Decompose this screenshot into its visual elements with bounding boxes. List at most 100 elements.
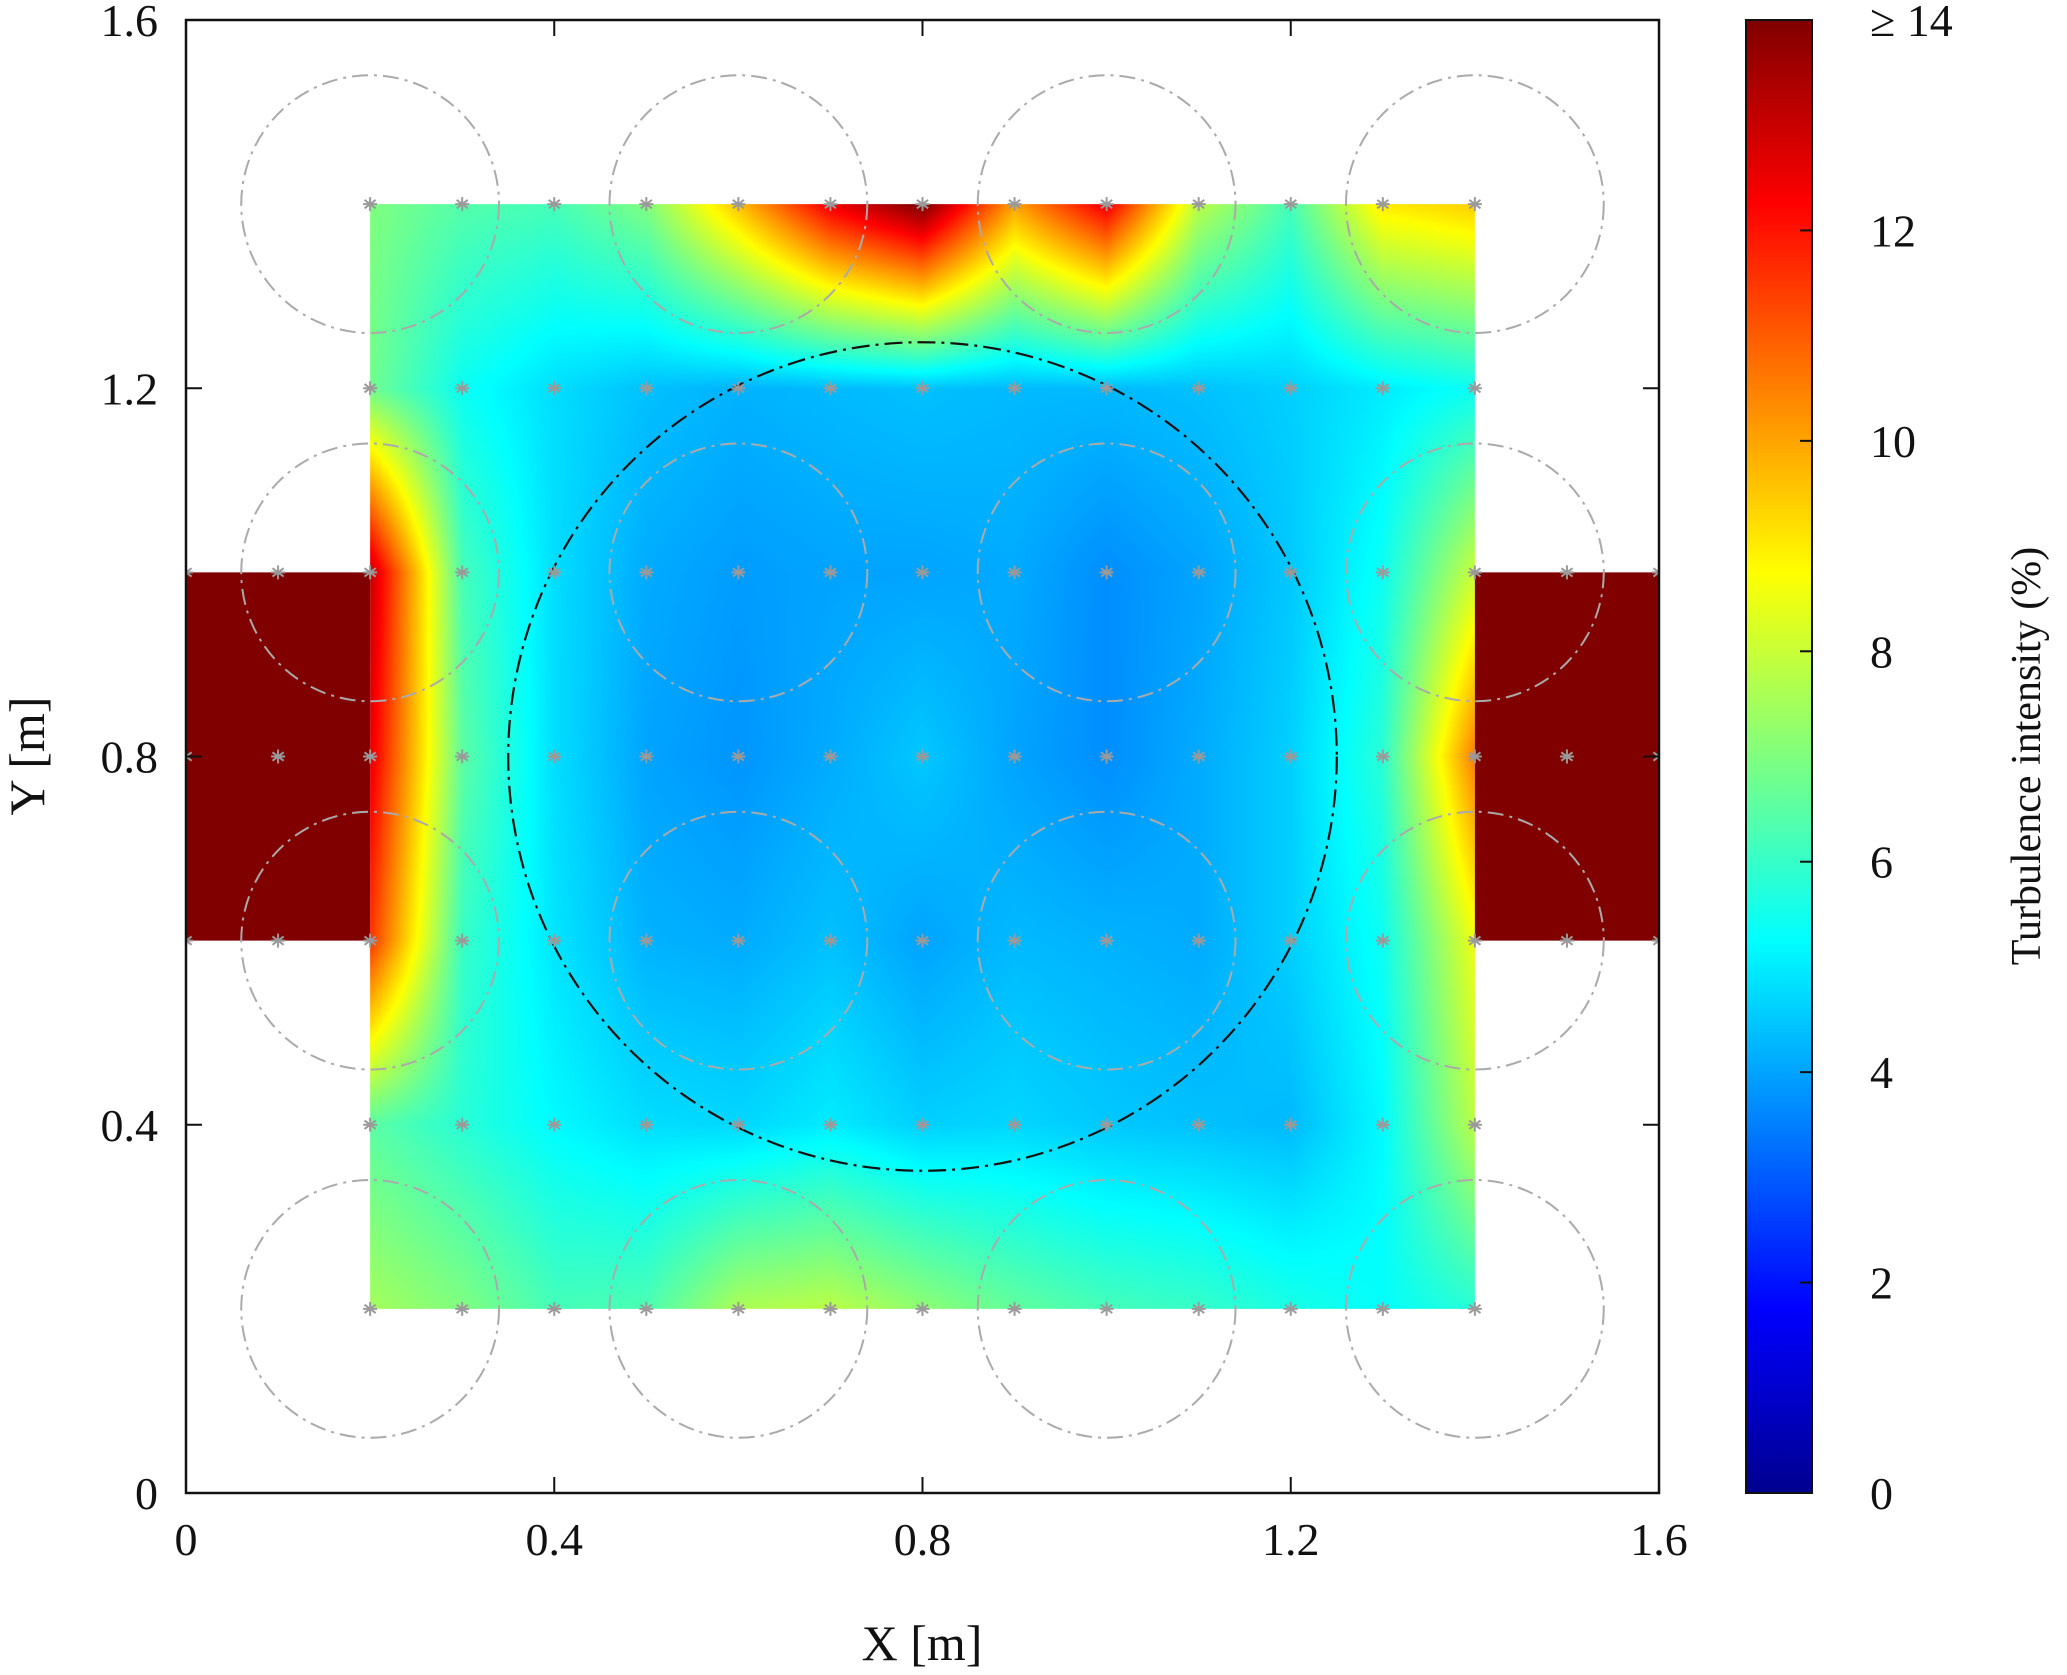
marker-stroke — [640, 1119, 653, 1130]
measurement-point — [271, 933, 286, 948]
marker-stroke — [1192, 935, 1205, 946]
marker-stroke — [916, 1119, 929, 1130]
colorbar-tick-label: 8 — [1870, 626, 1893, 677]
measurement-point — [547, 749, 562, 764]
measurement-point — [1652, 933, 1659, 948]
measurement-point — [1007, 1301, 1022, 1316]
marker-stroke — [1008, 567, 1021, 578]
measurement-point — [547, 197, 562, 212]
rotor-circle — [1344, 74, 1605, 335]
y-tick-label: 0.4 — [101, 1100, 159, 1151]
colorbar-tick-label: 2 — [1870, 1258, 1893, 1309]
rotor-circle — [608, 74, 869, 335]
marker-stroke — [1376, 199, 1390, 210]
marker-stroke — [1192, 383, 1205, 394]
measurement-point — [363, 565, 378, 580]
colorbar-tick-label: 0 — [1870, 1468, 1893, 1519]
marker-stroke — [548, 935, 561, 946]
marker-stroke — [1100, 567, 1113, 578]
marker-stroke — [1376, 751, 1390, 762]
colorbar-tick-label: 4 — [1870, 1047, 1893, 1098]
marker-stroke — [363, 1119, 377, 1130]
x-axis: 0 0.4 0.8 1.2 1.6 — [175, 20, 1688, 1565]
measurement-point — [455, 565, 470, 580]
colorbar-tick-label: 6 — [1870, 837, 1893, 888]
measurement-point — [1191, 381, 1206, 396]
measurement-point — [731, 933, 746, 948]
marker-stroke — [732, 1119, 745, 1130]
measurement-point — [731, 565, 746, 580]
measurement-point — [1283, 565, 1298, 580]
measurement-point — [363, 1301, 378, 1316]
measurement-point — [547, 565, 562, 580]
rotor-circle — [240, 442, 501, 703]
marker-stroke — [916, 751, 929, 762]
marker-stroke — [1560, 935, 1574, 946]
measurement-point — [915, 1301, 930, 1316]
rotor-circle — [976, 442, 1237, 703]
measurement-point — [1007, 197, 1022, 212]
rotor-circle — [608, 1178, 869, 1439]
measurement-point — [1467, 1301, 1482, 1316]
measurement-point — [271, 565, 286, 580]
measurement-point — [1191, 1301, 1206, 1316]
measurement-point — [363, 197, 378, 212]
marker-stroke — [1008, 751, 1021, 762]
rotor-circle — [608, 810, 869, 1071]
marker-stroke — [1468, 1119, 1482, 1130]
marker-stroke — [732, 199, 745, 210]
colorbar-tick-label: 10 — [1870, 416, 1916, 467]
rotor-circle — [240, 810, 501, 1071]
marker-stroke — [1100, 935, 1113, 946]
marker-stroke — [1284, 383, 1297, 394]
marker-stroke — [1100, 751, 1113, 762]
marker-stroke — [455, 199, 469, 210]
marker-stroke — [1468, 567, 1482, 578]
measurement-point — [1099, 933, 1114, 948]
marker-stroke — [1468, 1303, 1482, 1314]
marker-stroke — [1008, 1303, 1021, 1314]
marker-stroke — [824, 567, 837, 578]
marker-stroke — [1376, 567, 1390, 578]
marker-stroke — [271, 751, 285, 762]
measurement-point — [731, 1301, 746, 1316]
x-tick-label: 0.4 — [526, 1514, 584, 1565]
marker-stroke — [1008, 383, 1021, 394]
measurement-point — [731, 1117, 746, 1132]
measurement-point — [1191, 565, 1206, 580]
marker-stroke — [548, 1119, 561, 1130]
measurement-point — [186, 565, 193, 580]
colorbar-ticks: 0 2 4 6 8 10 12 — [1800, 205, 1916, 1519]
measurement-point — [639, 1301, 654, 1316]
marker-stroke — [916, 383, 929, 394]
marker-stroke — [1100, 383, 1113, 394]
measurement-point — [639, 933, 654, 948]
measurement-point — [1467, 933, 1482, 948]
marker-stroke — [548, 567, 561, 578]
marker-stroke — [548, 199, 561, 210]
marker-stroke — [1468, 751, 1482, 762]
measurement-point — [639, 1117, 654, 1132]
measurement-point — [1283, 381, 1298, 396]
marker-stroke — [1008, 935, 1021, 946]
measurement-point — [1099, 1117, 1114, 1132]
rotor-circle — [976, 1178, 1237, 1439]
measurement-point — [1099, 381, 1114, 396]
measurement-point — [823, 1117, 838, 1132]
measurement-point — [823, 565, 838, 580]
rotor-circle — [240, 74, 501, 335]
measurement-point — [1099, 197, 1114, 212]
measurement-point — [363, 749, 378, 764]
marker-stroke — [1652, 567, 1659, 574]
marker-stroke — [548, 1303, 561, 1314]
measurement-point — [363, 381, 378, 396]
measurement-point — [455, 1301, 470, 1316]
marker-stroke — [1192, 567, 1205, 578]
colorbar — [1745, 19, 1813, 1494]
marker-stroke — [1100, 1119, 1113, 1130]
measurement-point — [1007, 381, 1022, 396]
marker-stroke — [824, 1303, 837, 1314]
marker-stroke — [1468, 199, 1482, 210]
marker-stroke — [186, 567, 193, 574]
measurement-point — [823, 381, 838, 396]
